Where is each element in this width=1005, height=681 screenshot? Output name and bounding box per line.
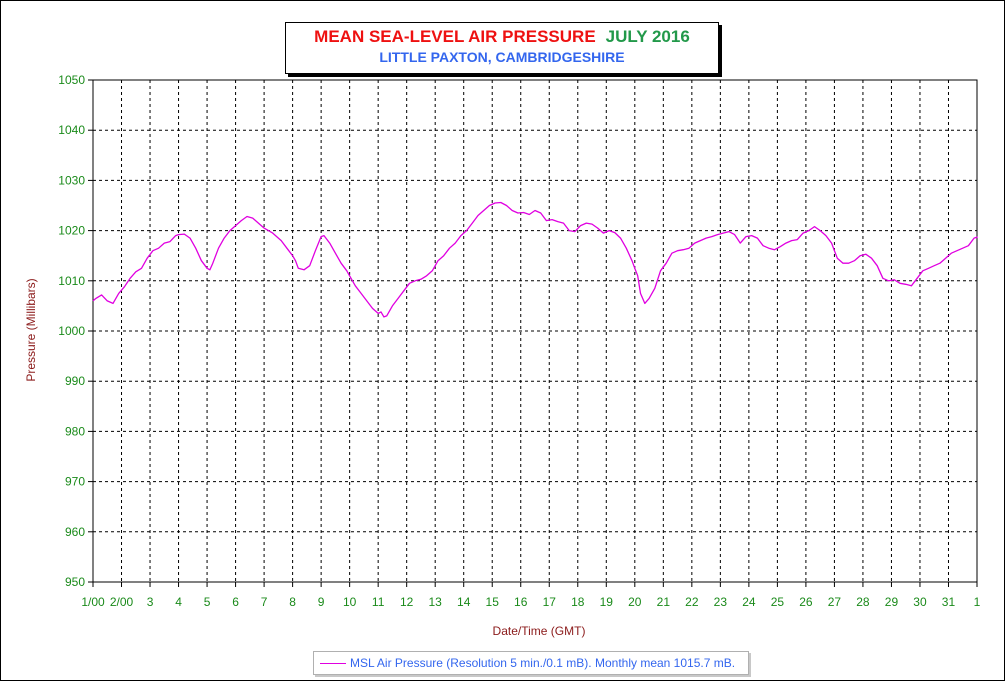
series-line-msl-pressure [92,201,978,318]
x-tick-label: 22 [685,595,699,609]
title-main-text: MEAN SEA-LEVEL AIR PRESSURE [314,27,596,46]
y-tick-label: 1020 [58,224,85,238]
y-tick-label: 970 [65,475,85,489]
y-axis-title: Pressure (Millibars) [24,278,38,381]
y-tick-label: 960 [65,525,85,539]
x-tick-label: 13 [429,595,443,609]
x-tick-label: 26 [799,595,813,609]
x-tick-label: 14 [457,595,471,609]
x-tick-label: 17 [543,595,557,609]
y-tick-label: 1050 [58,73,85,87]
x-tick-label: 8 [289,595,296,609]
chart-title-box: MEAN SEA-LEVEL AIR PRESSURE JULY 2016 LIT… [285,22,719,74]
x-tick-label: 1 [974,595,981,609]
x-tick-label: 12 [400,595,414,609]
x-tick-label: 10 [343,595,357,609]
y-tick-label: 980 [65,424,85,438]
x-tick-label: 21 [657,595,671,609]
x-tick-label: 29 [885,595,899,609]
y-tick-label: 1040 [58,123,85,137]
x-tick-label: 7 [261,595,268,609]
y-tick-label: 990 [65,374,85,388]
plot-area-border [92,79,978,583]
x-tick-label: 15 [486,595,500,609]
x-tick-label: 11 [372,595,385,609]
y-tick-label: 1030 [58,173,85,187]
x-tick-label: 9 [318,595,325,609]
x-tick-label: 16 [514,595,528,609]
title-month-text: JULY 2016 [605,27,690,46]
x-tick-label: 23 [714,595,728,609]
x-tick-label: 24 [742,595,756,609]
x-tick-label: 3 [147,595,154,609]
y-tick-label: 1000 [58,324,85,338]
x-tick-label: 25 [771,595,785,609]
y-tick-label: 950 [65,575,85,589]
x-tick-label: 1/00 [81,595,105,609]
x-tick-label: 18 [571,595,585,609]
legend: MSL Air Pressure (Resolution 5 min./0.1 … [313,651,749,675]
y-axis-ticks: 950 960 970 980 990 1000 1010 1020 1030 1040 1050 [58,73,93,589]
legend-swatch-msl-pressure [320,663,346,664]
grid [93,80,977,582]
x-tick-label: 28 [856,595,870,609]
x-tick-label: 4 [175,595,182,609]
chart-title: MEAN SEA-LEVEL AIR PRESSURE JULY 2016 [286,26,718,48]
x-axis-ticks: 1/00 2/00 3 4 5 6 7 8 9 10 11 12 13 14 15 16 17 18 19 20 21 2… [81,582,981,609]
x-tick-label: 6 [232,595,239,609]
x-axis-title: Date/Time (GMT) [493,624,586,638]
chart-subtitle: LITTLE PAXTON, CAMBRIDGESHIRE [379,49,625,65]
legend-label: MSL Air Pressure (Resolution 5 min./0.1 … [350,656,736,670]
x-tick-label: 27 [828,595,842,609]
x-tick-label: 20 [628,595,642,609]
x-tick-label: 30 [913,595,927,609]
x-tick-label: 2/00 [110,595,134,609]
x-tick-label: 19 [600,595,614,609]
x-tick-label: 5 [204,595,211,609]
y-tick-label: 1010 [58,274,85,288]
x-tick-label: 31 [942,595,956,609]
